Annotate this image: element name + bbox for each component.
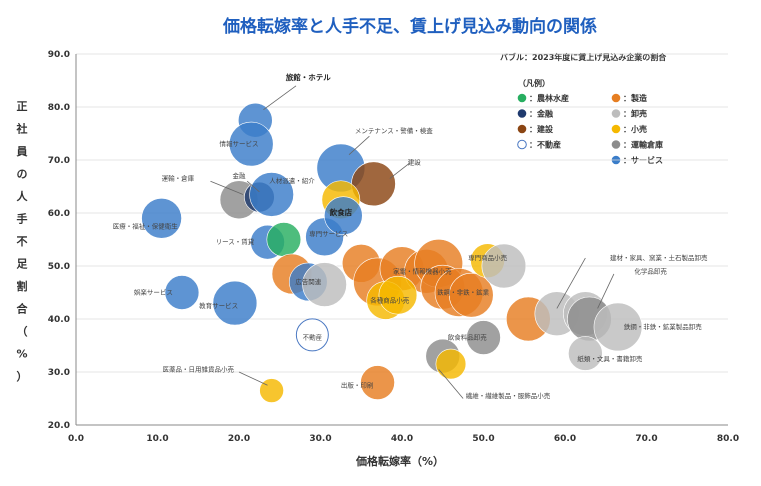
y-tick-label: 50.0	[48, 262, 70, 272]
bubble-label: 建材・家具、窯業・土石製品卸売	[610, 253, 708, 262]
bubble-label: 情報サービス	[220, 139, 259, 148]
x-tick-label: 50.0	[472, 434, 494, 444]
bubble-label: 医療・福祉・保健衛生	[113, 221, 179, 230]
y-tick-label: 80.0	[48, 103, 70, 113]
bubble-label: 飲食店	[329, 207, 353, 217]
legend-swatch	[611, 124, 621, 134]
bubble-label: 専門商品小売	[468, 253, 508, 262]
bubble-label: 不動産	[303, 333, 323, 342]
leader-line	[238, 371, 268, 386]
legend-label: ：製造	[623, 93, 647, 103]
legend-label: ：運輸倉庫	[623, 140, 663, 150]
legend-swatch	[517, 109, 527, 118]
y-tick-label: 60.0	[48, 209, 70, 219]
axes: 20.0 30.0 40.0 50.0 60.0 70.0 80.0 90.0 0.0 10.0 2…	[48, 50, 739, 444]
chart-title: 価格転嫁率と人手不足、賃上げ見込み動向の関係	[222, 16, 597, 37]
bubble	[228, 121, 274, 167]
bubble-label: 家電・情報機器小売	[393, 266, 452, 275]
bubble	[568, 336, 603, 371]
bubble	[266, 222, 302, 257]
y-axis-title: 正社員の人手不足割合（%）	[16, 100, 29, 383]
x-tick-label: 30.0	[309, 434, 331, 444]
bubble	[302, 262, 347, 307]
bubble	[593, 302, 643, 352]
y-tick-label: 20.0	[48, 421, 70, 431]
legend-swatch	[611, 140, 621, 149]
bubble-label: 専門サービス	[309, 229, 348, 238]
bubble	[448, 272, 494, 318]
legend-label: ：卸売	[623, 109, 647, 119]
bubble-label: 教育サービス	[199, 301, 238, 310]
bubble-label: 出版・印刷	[341, 380, 374, 389]
legend-label: ：金融	[529, 109, 553, 119]
bubble	[141, 198, 182, 239]
bubble-label: 紙類・文具・書籍卸売	[577, 354, 643, 363]
legend-swatch	[611, 93, 621, 103]
x-tick-label: 80.0	[717, 434, 739, 444]
legend-label: ：農林水産	[529, 93, 569, 103]
leader-lines	[210, 85, 615, 399]
legend-label: ：小売	[623, 124, 647, 134]
legend-label: ：不動産	[529, 140, 561, 150]
leader-line	[263, 85, 297, 110]
bubble-label: 各種商品小売	[370, 295, 410, 304]
bubble	[481, 243, 527, 289]
bubble	[295, 318, 329, 352]
bubble-label: 旅館・ホテル	[286, 72, 331, 82]
bubble-label: 飲食料品卸売	[448, 333, 488, 342]
x-axis-title: 価格転嫁率（%）	[355, 454, 444, 468]
bubble-label: リース・賃貸	[216, 237, 255, 246]
bubble-label: 繊維・繊維製品・服飾品小売	[466, 391, 551, 400]
legend-label: ：建設	[529, 124, 554, 134]
bubble-label: 医薬品・日用雑貨品小売	[163, 364, 235, 373]
legend-swatch	[517, 93, 527, 103]
x-tick-label: 0.0	[68, 434, 84, 444]
bubble	[259, 378, 284, 403]
bubble-label: 建設	[408, 158, 422, 167]
leader-line	[597, 273, 615, 309]
bubble-size-note: バブル：2023年度に賃上げ見込み企業の割合	[500, 52, 667, 62]
legend-title: （凡例）	[518, 78, 550, 88]
bubble-label: 人材派遣・紹介	[269, 176, 315, 185]
bubble	[164, 275, 200, 310]
leader-line	[348, 135, 370, 155]
bubble	[378, 275, 418, 315]
bubble-label: 娯楽サービス	[134, 288, 173, 297]
y-tick-label: 40.0	[48, 315, 70, 325]
x-tick-label: 20.0	[228, 434, 250, 444]
leader-line	[438, 369, 464, 399]
legend-swatch	[611, 109, 621, 118]
legend-swatch	[517, 139, 527, 150]
x-tick-label: 40.0	[391, 434, 413, 444]
bubble-label: 鉄鋼・非鉄・鉱業製品卸売	[624, 322, 703, 331]
bubble	[466, 320, 501, 355]
leader-line	[389, 162, 411, 179]
legend: ：農林水産 ：製造：金融 ：卸売：建設 ：小売：不動産 ：運輸倉庫：サービス	[517, 93, 663, 165]
bubble-label: 化学品卸売	[634, 266, 667, 275]
bubble	[212, 280, 258, 326]
x-tick-label: 60.0	[554, 434, 576, 444]
bubble	[324, 196, 363, 235]
bubble-label: 運輸・倉庫	[162, 174, 195, 183]
y-tick-label: 90.0	[48, 50, 70, 60]
bubble-label: 金融	[233, 171, 247, 180]
legend-swatch	[517, 124, 527, 134]
bubble	[435, 348, 467, 380]
y-tick-label: 70.0	[48, 156, 70, 166]
bubbles	[141, 102, 643, 403]
x-tick-label: 10.0	[146, 434, 168, 444]
bubble	[249, 172, 294, 217]
bubble-label: 広告関連	[295, 277, 322, 286]
bubble	[360, 365, 395, 400]
bubble-label: メンテナンス・警備・検査	[355, 126, 433, 135]
bubble-label: 鉄鋼・非鉄・鉱業	[437, 288, 490, 297]
x-tick-label: 70.0	[635, 434, 657, 444]
leader-line	[246, 180, 260, 193]
y-tick-label: 30.0	[48, 368, 70, 378]
leader-line	[556, 257, 586, 309]
leader-line	[210, 180, 244, 195]
